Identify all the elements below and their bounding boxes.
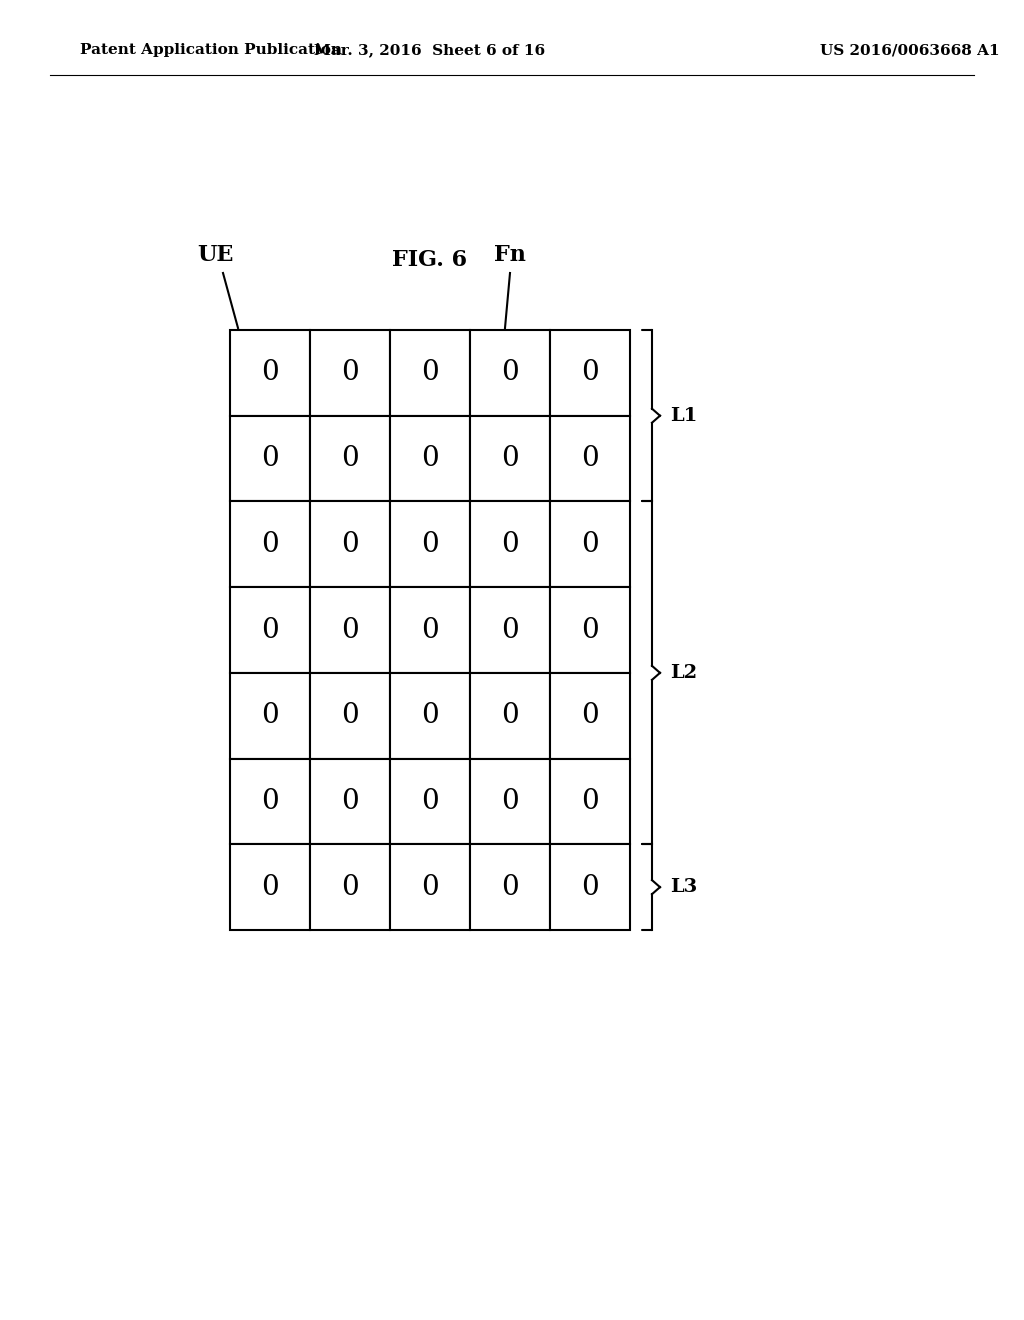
Text: 0: 0 xyxy=(421,874,439,900)
Text: 0: 0 xyxy=(341,874,358,900)
Text: 0: 0 xyxy=(261,702,279,729)
Text: Fn: Fn xyxy=(494,244,526,267)
Text: 0: 0 xyxy=(582,445,599,473)
Text: 0: 0 xyxy=(261,359,279,387)
Text: Mar. 3, 2016  Sheet 6 of 16: Mar. 3, 2016 Sheet 6 of 16 xyxy=(314,44,546,57)
Text: 0: 0 xyxy=(261,616,279,644)
Text: 0: 0 xyxy=(421,616,439,644)
Bar xyxy=(470,330,550,416)
Bar xyxy=(310,330,390,416)
Bar xyxy=(390,673,470,759)
Text: 0: 0 xyxy=(341,616,358,644)
Bar xyxy=(390,416,470,502)
Text: 0: 0 xyxy=(341,788,358,814)
Text: 0: 0 xyxy=(501,359,519,387)
Text: 0: 0 xyxy=(341,702,358,729)
Bar xyxy=(470,587,550,673)
Bar xyxy=(470,845,550,931)
Text: 0: 0 xyxy=(501,788,519,814)
Bar xyxy=(230,502,310,587)
Bar xyxy=(390,587,470,673)
Bar xyxy=(470,673,550,759)
Text: 0: 0 xyxy=(421,788,439,814)
Bar xyxy=(310,587,390,673)
Text: 0: 0 xyxy=(261,874,279,900)
Text: L2: L2 xyxy=(670,664,697,682)
Text: Patent Application Publication: Patent Application Publication xyxy=(80,44,342,57)
Text: UE: UE xyxy=(197,244,233,267)
Bar xyxy=(550,845,630,931)
Bar xyxy=(310,416,390,502)
Bar xyxy=(310,845,390,931)
Text: 0: 0 xyxy=(501,702,519,729)
Text: 0: 0 xyxy=(421,359,439,387)
Bar xyxy=(550,759,630,845)
Text: 0: 0 xyxy=(582,702,599,729)
Text: 0: 0 xyxy=(341,531,358,558)
Bar xyxy=(470,502,550,587)
Bar xyxy=(230,759,310,845)
Bar xyxy=(550,673,630,759)
Bar xyxy=(230,673,310,759)
Text: 0: 0 xyxy=(582,788,599,814)
Bar xyxy=(230,330,310,416)
Text: 0: 0 xyxy=(421,531,439,558)
Text: US 2016/0063668 A1: US 2016/0063668 A1 xyxy=(820,44,999,57)
Text: 0: 0 xyxy=(501,874,519,900)
Bar xyxy=(310,759,390,845)
Bar xyxy=(550,330,630,416)
Bar xyxy=(230,587,310,673)
Bar xyxy=(390,759,470,845)
Text: 0: 0 xyxy=(261,788,279,814)
Bar xyxy=(390,330,470,416)
Bar xyxy=(470,416,550,502)
Text: 0: 0 xyxy=(341,445,358,473)
Bar xyxy=(310,673,390,759)
Bar xyxy=(550,502,630,587)
Text: L3: L3 xyxy=(670,878,697,896)
Text: 0: 0 xyxy=(261,445,279,473)
Bar xyxy=(230,416,310,502)
Bar xyxy=(230,845,310,931)
Bar xyxy=(390,502,470,587)
Text: 0: 0 xyxy=(582,359,599,387)
Text: 0: 0 xyxy=(582,616,599,644)
Bar xyxy=(390,845,470,931)
Text: 0: 0 xyxy=(501,531,519,558)
Bar xyxy=(550,416,630,502)
Bar xyxy=(310,502,390,587)
Text: 0: 0 xyxy=(261,531,279,558)
Text: 0: 0 xyxy=(582,531,599,558)
Text: FIG. 6: FIG. 6 xyxy=(392,249,468,271)
Text: L1: L1 xyxy=(670,407,697,425)
Text: 0: 0 xyxy=(501,616,519,644)
Text: 0: 0 xyxy=(582,874,599,900)
Bar xyxy=(470,759,550,845)
Bar xyxy=(550,587,630,673)
Text: 0: 0 xyxy=(421,445,439,473)
Text: 0: 0 xyxy=(341,359,358,387)
Text: 0: 0 xyxy=(501,445,519,473)
Text: 0: 0 xyxy=(421,702,439,729)
